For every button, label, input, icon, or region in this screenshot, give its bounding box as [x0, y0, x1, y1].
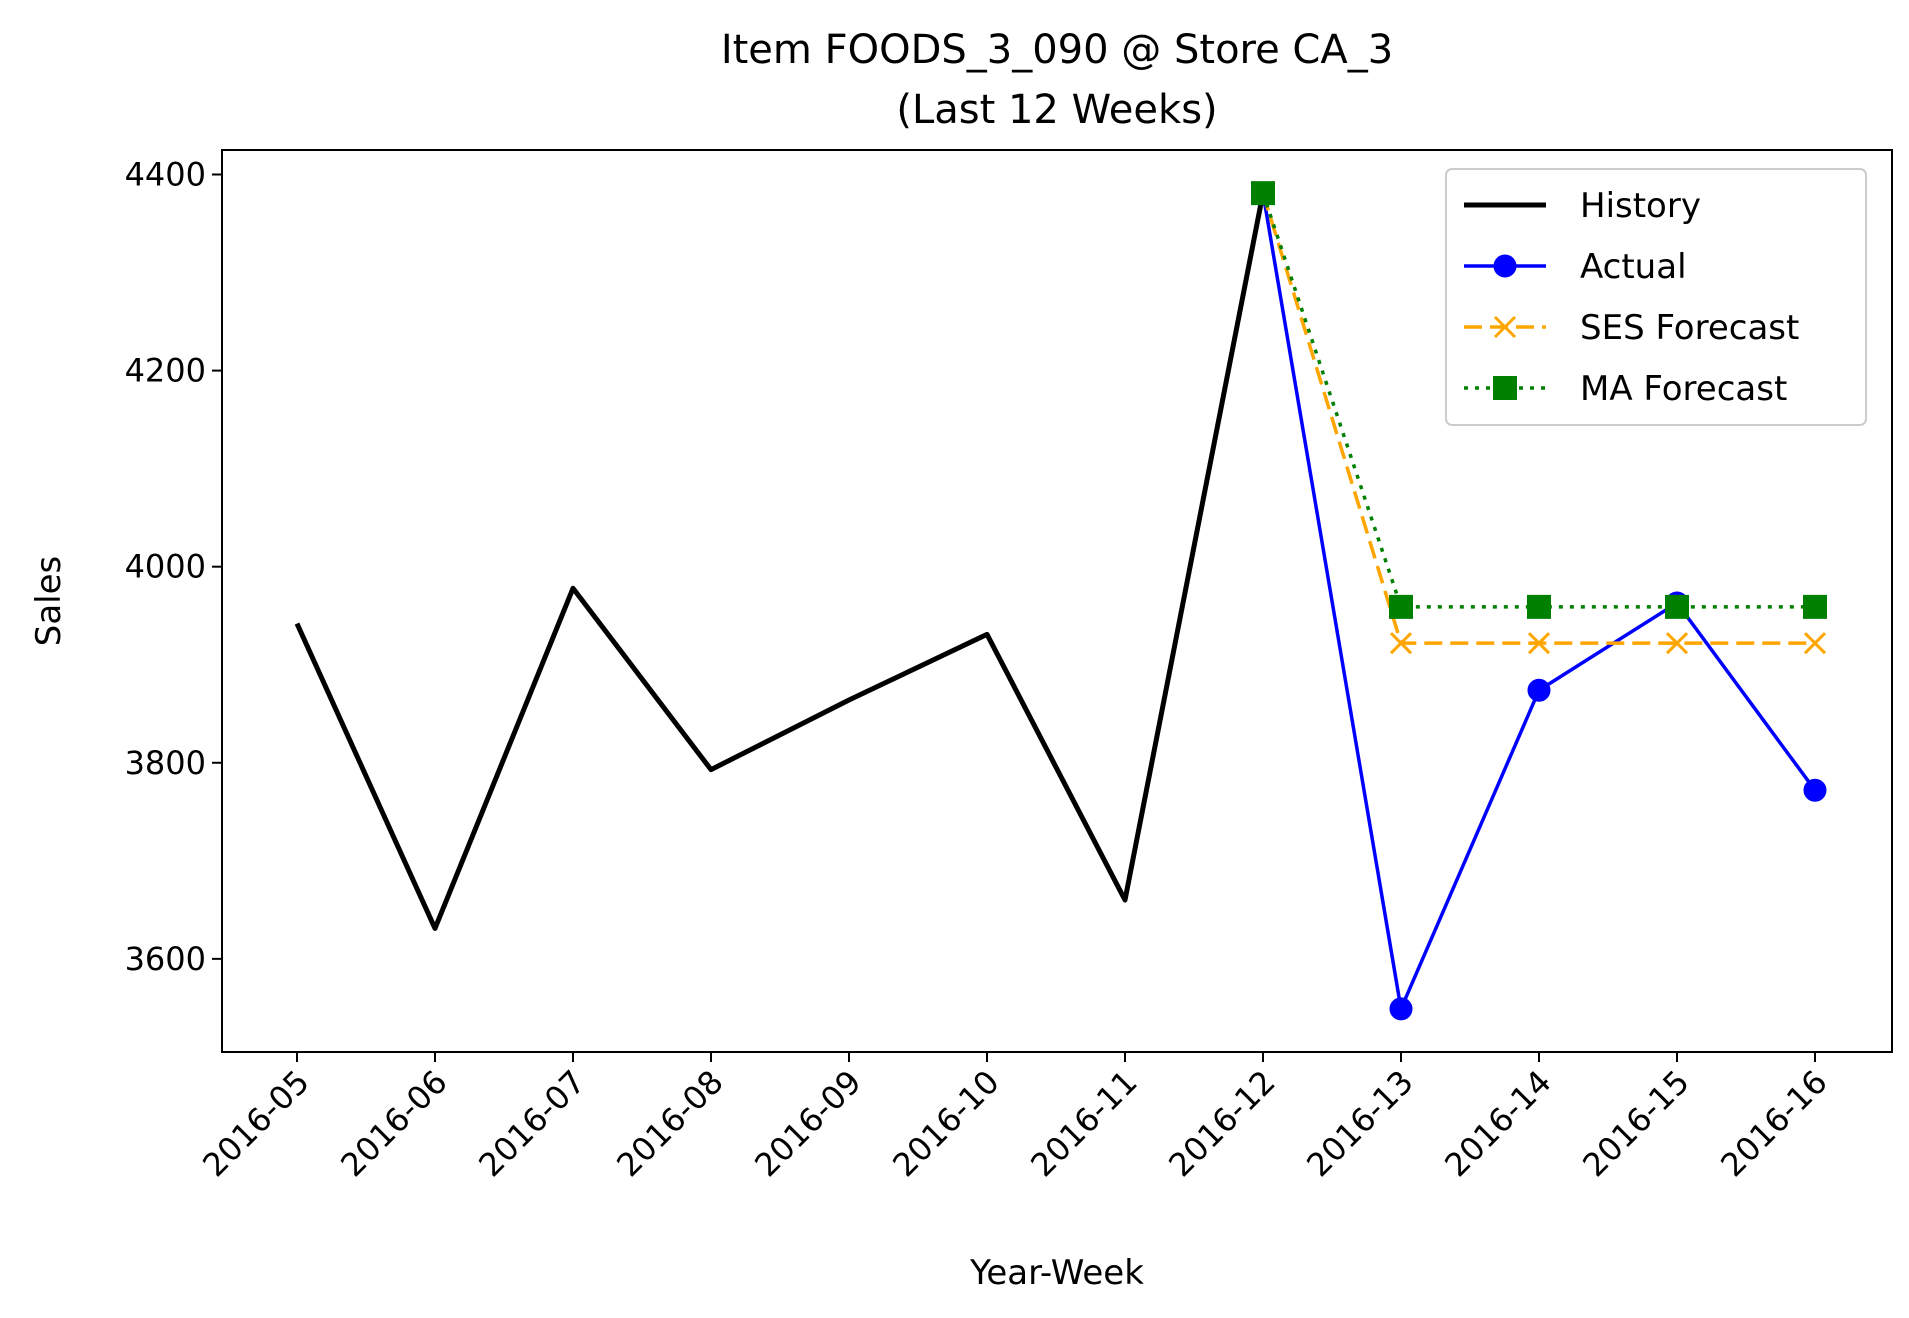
- x-axis: 2016-05 2016-06 2016-07 2016-08 2016-09 2016-…: [195, 1052, 1835, 1184]
- x-tick-label: 2016-07: [471, 1063, 592, 1184]
- data-point-actual: [1803, 778, 1827, 802]
- series-layer: [294, 181, 1827, 1021]
- x-tick-label: 2016-12: [1161, 1063, 1282, 1184]
- data-point-ses-forecast: [1803, 632, 1827, 655]
- data-point-actual: [1389, 997, 1413, 1021]
- legend-item-ses-forecast: SES Forecast: [1464, 308, 1799, 348]
- y-tick-label: 4400: [125, 156, 206, 194]
- x-tick-label: 2016-13: [1299, 1063, 1420, 1184]
- data-point-ma-forecast: [1389, 594, 1413, 619]
- y-tick-label: 4200: [125, 352, 206, 390]
- legend-label: SES Forecast: [1580, 308, 1799, 348]
- data-point-ma-forecast: [1527, 594, 1551, 619]
- x-tick-label: 2016-15: [1575, 1063, 1696, 1184]
- data-point-ses-forecast: [1527, 632, 1551, 655]
- data-point-ses-forecast: [1389, 632, 1413, 655]
- x-tick-label: 2016-05: [195, 1063, 316, 1184]
- legend-label: Actual: [1580, 247, 1687, 287]
- legend-item-ma-forecast: MA Forecast: [1464, 369, 1787, 409]
- series-history: [294, 192, 1266, 931]
- legend-label: MA Forecast: [1580, 369, 1787, 409]
- data-point-ma-forecast: [1665, 594, 1689, 619]
- x-tick-label: 2016-10: [885, 1063, 1006, 1184]
- y-tick-label: 4000: [125, 548, 206, 586]
- data-point-ma-forecast: [1803, 594, 1827, 619]
- x-tick-label: 2016-11: [1023, 1063, 1144, 1184]
- legend-label: History: [1580, 186, 1701, 226]
- y-tick-label: 3600: [125, 940, 206, 978]
- y-axis-label: Sales: [29, 556, 69, 647]
- legend-item-history: History: [1464, 186, 1701, 226]
- legend-marker: [1493, 376, 1517, 400]
- x-tick-label: 2016-06: [333, 1063, 454, 1184]
- x-tick-label: 2016-08: [609, 1063, 730, 1184]
- series-line-history: [294, 192, 1266, 931]
- data-point-actual: [1527, 678, 1551, 702]
- x-tick-label: 2016-09: [747, 1063, 868, 1184]
- legend-marker: [1493, 254, 1517, 278]
- plot-frame: [221, 149, 1893, 1053]
- legend-box: [1445, 168, 1867, 426]
- y-tick-label: 3800: [125, 744, 206, 782]
- data-point-ma-forecast: [1251, 181, 1275, 206]
- data-point-ses-forecast: [1665, 632, 1689, 655]
- x-axis-label: Year-Week: [969, 1253, 1144, 1293]
- x-tick-label: 2016-16: [1713, 1063, 1834, 1184]
- chart-title: Item FOODS_3_090 @ Store CA_3: [721, 27, 1393, 73]
- legend-item-actual: Actual: [1464, 247, 1687, 287]
- series-ma-forecast: [1251, 181, 1827, 619]
- x-tick-label: 2016-14: [1437, 1063, 1558, 1184]
- legend: History Actual SES Forecast MA Forecast: [1445, 168, 1867, 426]
- chart-subtitle: (Last 12 Weeks): [896, 87, 1217, 133]
- y-axis: 3600 3800 4000 4200 4400: [125, 156, 222, 978]
- legend-marker: [1493, 315, 1517, 339]
